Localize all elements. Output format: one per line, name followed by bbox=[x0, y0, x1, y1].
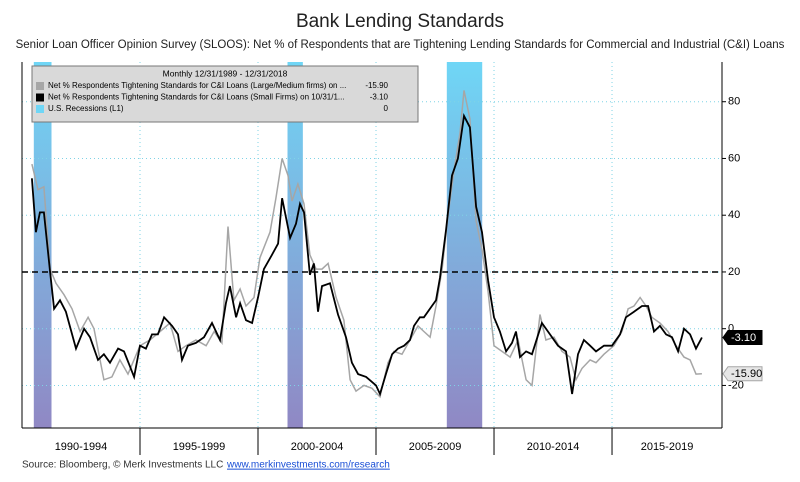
y-tick-label: -20 bbox=[728, 379, 744, 391]
chart-title: Bank Lending Standards bbox=[296, 11, 504, 32]
legend-value: 0 bbox=[384, 104, 389, 113]
recession-band bbox=[446, 62, 483, 428]
legend-label: Net % Respondents Tightening Standards f… bbox=[48, 93, 345, 102]
y-tick-label: 60 bbox=[728, 152, 740, 164]
x-period-label: 1995-1999 bbox=[173, 441, 226, 453]
y-tick-label: 80 bbox=[728, 96, 740, 108]
legend-swatch bbox=[36, 93, 44, 102]
source: Source: Bloomberg, © Merk Investments LL… bbox=[22, 460, 223, 471]
last-value-box bbox=[722, 329, 763, 345]
legend-label: Net % Respondents Tightening Standards f… bbox=[48, 81, 346, 90]
series-line bbox=[31, 112, 703, 397]
x-period-label: 2000-2004 bbox=[291, 441, 344, 453]
series-line bbox=[31, 90, 702, 399]
x-period-label: 2015-2019 bbox=[641, 441, 694, 453]
recession-band bbox=[287, 62, 303, 428]
x-period-label: 2005-2009 bbox=[409, 441, 462, 453]
legend-box bbox=[31, 65, 419, 123]
legend-swatch bbox=[36, 105, 44, 113]
last-value-label: -3.10 bbox=[731, 332, 756, 344]
chart-subtitle: Senior Loan Officer Opinion Survey (SLOO… bbox=[16, 39, 785, 51]
plot-area: 80 60 40 20 0 -20 1990-1994 1995-1999 2000-2004 2… bbox=[21, 62, 763, 455]
x-period-label: 2010-2014 bbox=[527, 441, 580, 453]
legend-label: U.S. Recessions (L1) bbox=[48, 104, 124, 113]
legend-title: Monthly 12/31/1989 - 12/31/2018 bbox=[163, 68, 288, 78]
y-tick-label: 40 bbox=[728, 209, 740, 221]
x-period-label: 1990-1994 bbox=[55, 441, 108, 453]
recession-band bbox=[33, 62, 52, 428]
legend: Monthly 12/31/1989 - 12/31/2018 Net % Res… bbox=[31, 65, 419, 123]
legend-swatch bbox=[36, 82, 44, 90]
legend-value: -15.90 bbox=[365, 81, 388, 90]
last-value-label: -15.90 bbox=[731, 368, 762, 380]
last-value-box bbox=[722, 366, 763, 382]
y-tick-label: 0 bbox=[728, 323, 734, 335]
legend-value: -3.10 bbox=[370, 93, 389, 102]
y-tick-label: 20 bbox=[728, 266, 740, 278]
source-link[interactable]: www.merkinvestments.com/research bbox=[226, 460, 390, 471]
